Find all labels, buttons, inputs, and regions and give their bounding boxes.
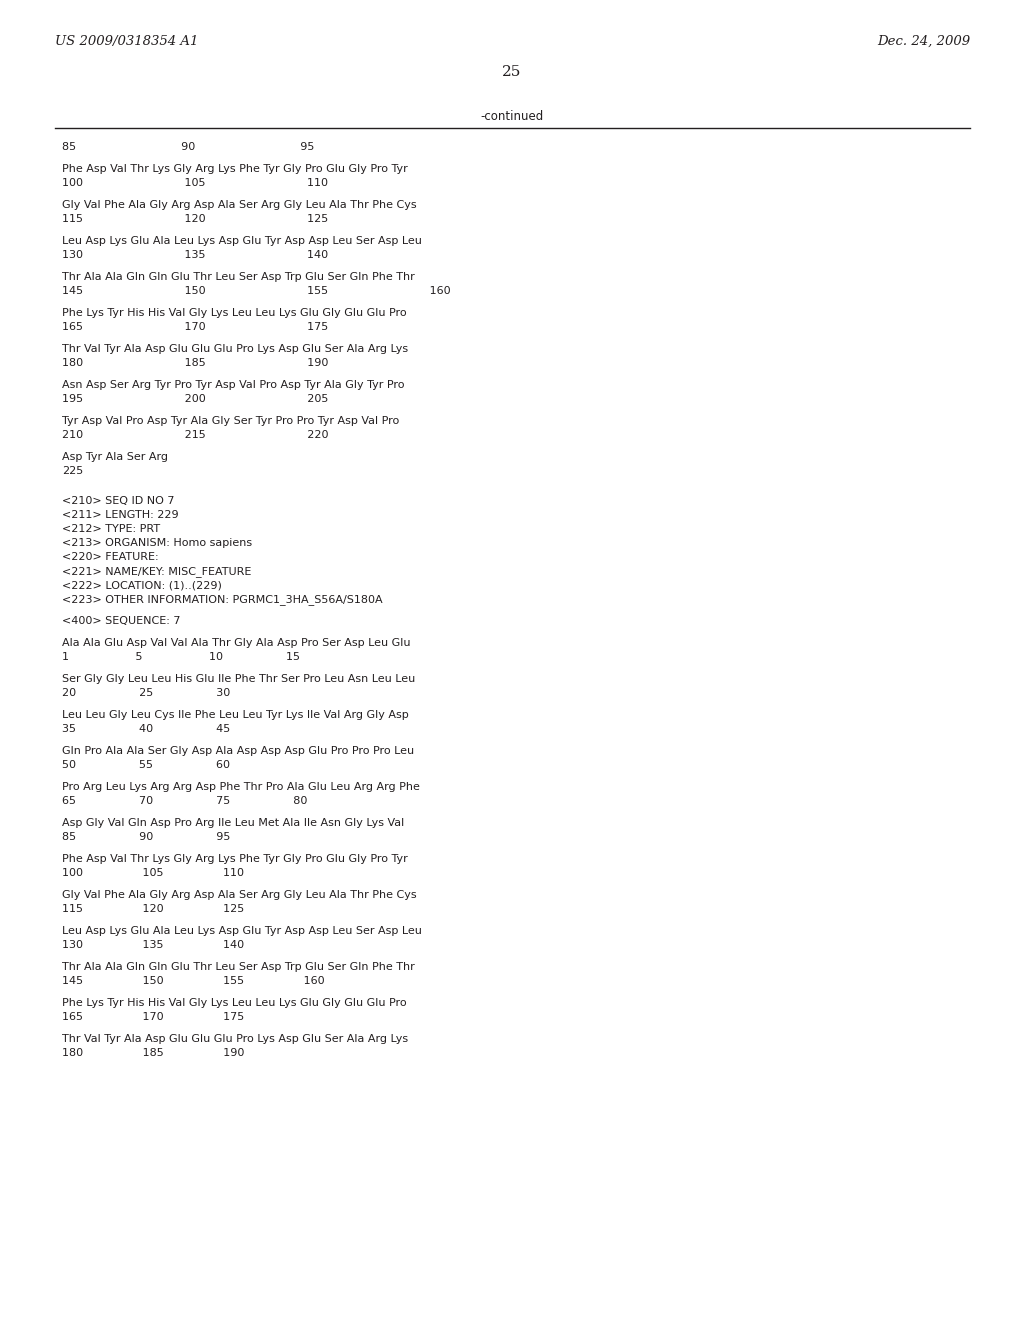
Text: US 2009/0318354 A1: US 2009/0318354 A1 <box>55 36 199 48</box>
Text: <222> LOCATION: (1)..(229): <222> LOCATION: (1)..(229) <box>62 579 222 590</box>
Text: Leu Leu Gly Leu Cys Ile Phe Leu Leu Tyr Lys Ile Val Arg Gly Asp: Leu Leu Gly Leu Cys Ile Phe Leu Leu Tyr … <box>62 710 409 719</box>
Text: Dec. 24, 2009: Dec. 24, 2009 <box>877 36 970 48</box>
Text: Asp Gly Val Gln Asp Pro Arg Ile Leu Met Ala Ile Asn Gly Lys Val: Asp Gly Val Gln Asp Pro Arg Ile Leu Met … <box>62 818 404 828</box>
Text: Phe Asp Val Thr Lys Gly Arg Lys Phe Tyr Gly Pro Glu Gly Pro Tyr: Phe Asp Val Thr Lys Gly Arg Lys Phe Tyr … <box>62 164 408 174</box>
Text: 100                 105                 110: 100 105 110 <box>62 869 244 878</box>
Text: <400> SEQUENCE: 7: <400> SEQUENCE: 7 <box>62 616 180 626</box>
Text: Leu Asp Lys Glu Ala Leu Lys Asp Glu Tyr Asp Asp Leu Ser Asp Leu: Leu Asp Lys Glu Ala Leu Lys Asp Glu Tyr … <box>62 236 422 246</box>
Text: <212> TYPE: PRT: <212> TYPE: PRT <box>62 524 160 535</box>
Text: Phe Asp Val Thr Lys Gly Arg Lys Phe Tyr Gly Pro Glu Gly Pro Tyr: Phe Asp Val Thr Lys Gly Arg Lys Phe Tyr … <box>62 854 408 865</box>
Text: Leu Asp Lys Glu Ala Leu Lys Asp Glu Tyr Asp Asp Leu Ser Asp Leu: Leu Asp Lys Glu Ala Leu Lys Asp Glu Tyr … <box>62 927 422 936</box>
Text: 165                             170                             175: 165 170 175 <box>62 322 329 333</box>
Text: 180                             185                             190: 180 185 190 <box>62 358 329 368</box>
Text: 20                  25                  30: 20 25 30 <box>62 688 230 698</box>
Text: Gly Val Phe Ala Gly Arg Asp Ala Ser Arg Gly Leu Ala Thr Phe Cys: Gly Val Phe Ala Gly Arg Asp Ala Ser Arg … <box>62 890 417 900</box>
Text: 115                 120                 125: 115 120 125 <box>62 904 245 913</box>
Text: Pro Arg Leu Lys Arg Arg Asp Phe Thr Pro Ala Glu Leu Arg Arg Phe: Pro Arg Leu Lys Arg Arg Asp Phe Thr Pro … <box>62 781 420 792</box>
Text: <210> SEQ ID NO 7: <210> SEQ ID NO 7 <box>62 496 174 506</box>
Text: <220> FEATURE:: <220> FEATURE: <box>62 552 159 562</box>
Text: 85                  90                  95: 85 90 95 <box>62 832 230 842</box>
Text: <213> ORGANISM: Homo sapiens: <213> ORGANISM: Homo sapiens <box>62 539 252 548</box>
Text: 130                             135                             140: 130 135 140 <box>62 249 328 260</box>
Text: <223> OTHER INFORMATION: PGRMC1_3HA_S56A/S180A: <223> OTHER INFORMATION: PGRMC1_3HA_S56A… <box>62 594 383 605</box>
Text: Phe Lys Tyr His His Val Gly Lys Leu Leu Lys Glu Gly Glu Glu Pro: Phe Lys Tyr His His Val Gly Lys Leu Leu … <box>62 308 407 318</box>
Text: Gln Pro Ala Ala Ser Gly Asp Ala Asp Asp Asp Glu Pro Pro Pro Leu: Gln Pro Ala Ala Ser Gly Asp Ala Asp Asp … <box>62 746 414 756</box>
Text: 145                             150                             155             : 145 150 155 <box>62 286 451 296</box>
Text: 1                   5                   10                  15: 1 5 10 15 <box>62 652 300 663</box>
Text: Gly Val Phe Ala Gly Arg Asp Ala Ser Arg Gly Leu Ala Thr Phe Cys: Gly Val Phe Ala Gly Arg Asp Ala Ser Arg … <box>62 201 417 210</box>
Text: <221> NAME/KEY: MISC_FEATURE: <221> NAME/KEY: MISC_FEATURE <box>62 566 251 577</box>
Text: 85                              90                              95: 85 90 95 <box>62 143 314 152</box>
Text: 195                             200                             205: 195 200 205 <box>62 393 329 404</box>
Text: 65                  70                  75                  80: 65 70 75 80 <box>62 796 307 807</box>
Text: Asp Tyr Ala Ser Arg: Asp Tyr Ala Ser Arg <box>62 451 168 462</box>
Text: 100                             105                             110: 100 105 110 <box>62 178 328 187</box>
Text: Thr Ala Ala Gln Gln Glu Thr Leu Ser Asp Trp Glu Ser Gln Phe Thr: Thr Ala Ala Gln Gln Glu Thr Leu Ser Asp … <box>62 272 415 282</box>
Text: 225: 225 <box>62 466 83 477</box>
Text: 130                 135                 140: 130 135 140 <box>62 940 244 950</box>
Text: 180                 185                 190: 180 185 190 <box>62 1048 245 1059</box>
Text: -continued: -continued <box>480 110 544 123</box>
Text: Phe Lys Tyr His His Val Gly Lys Leu Leu Lys Glu Gly Glu Glu Pro: Phe Lys Tyr His His Val Gly Lys Leu Leu … <box>62 998 407 1008</box>
Text: 145                 150                 155                 160: 145 150 155 160 <box>62 975 325 986</box>
Text: 35                  40                  45: 35 40 45 <box>62 723 230 734</box>
Text: 165                 170                 175: 165 170 175 <box>62 1012 245 1022</box>
Text: 210                             215                             220: 210 215 220 <box>62 430 329 440</box>
Text: Ala Ala Glu Asp Val Val Ala Thr Gly Ala Asp Pro Ser Asp Leu Glu: Ala Ala Glu Asp Val Val Ala Thr Gly Ala … <box>62 638 411 648</box>
Text: 115                             120                             125: 115 120 125 <box>62 214 329 224</box>
Text: <211> LENGTH: 229: <211> LENGTH: 229 <box>62 510 178 520</box>
Text: Asn Asp Ser Arg Tyr Pro Tyr Asp Val Pro Asp Tyr Ala Gly Tyr Pro: Asn Asp Ser Arg Tyr Pro Tyr Asp Val Pro … <box>62 380 404 389</box>
Text: 50                  55                  60: 50 55 60 <box>62 760 230 770</box>
Text: Thr Val Tyr Ala Asp Glu Glu Glu Pro Lys Asp Glu Ser Ala Arg Lys: Thr Val Tyr Ala Asp Glu Glu Glu Pro Lys … <box>62 1034 409 1044</box>
Text: Thr Val Tyr Ala Asp Glu Glu Glu Pro Lys Asp Glu Ser Ala Arg Lys: Thr Val Tyr Ala Asp Glu Glu Glu Pro Lys … <box>62 345 409 354</box>
Text: Ser Gly Gly Leu Leu His Glu Ile Phe Thr Ser Pro Leu Asn Leu Leu: Ser Gly Gly Leu Leu His Glu Ile Phe Thr … <box>62 675 416 684</box>
Text: 25: 25 <box>503 65 521 79</box>
Text: Tyr Asp Val Pro Asp Tyr Ala Gly Ser Tyr Pro Pro Tyr Asp Val Pro: Tyr Asp Val Pro Asp Tyr Ala Gly Ser Tyr … <box>62 416 399 426</box>
Text: Thr Ala Ala Gln Gln Glu Thr Leu Ser Asp Trp Glu Ser Gln Phe Thr: Thr Ala Ala Gln Gln Glu Thr Leu Ser Asp … <box>62 962 415 972</box>
